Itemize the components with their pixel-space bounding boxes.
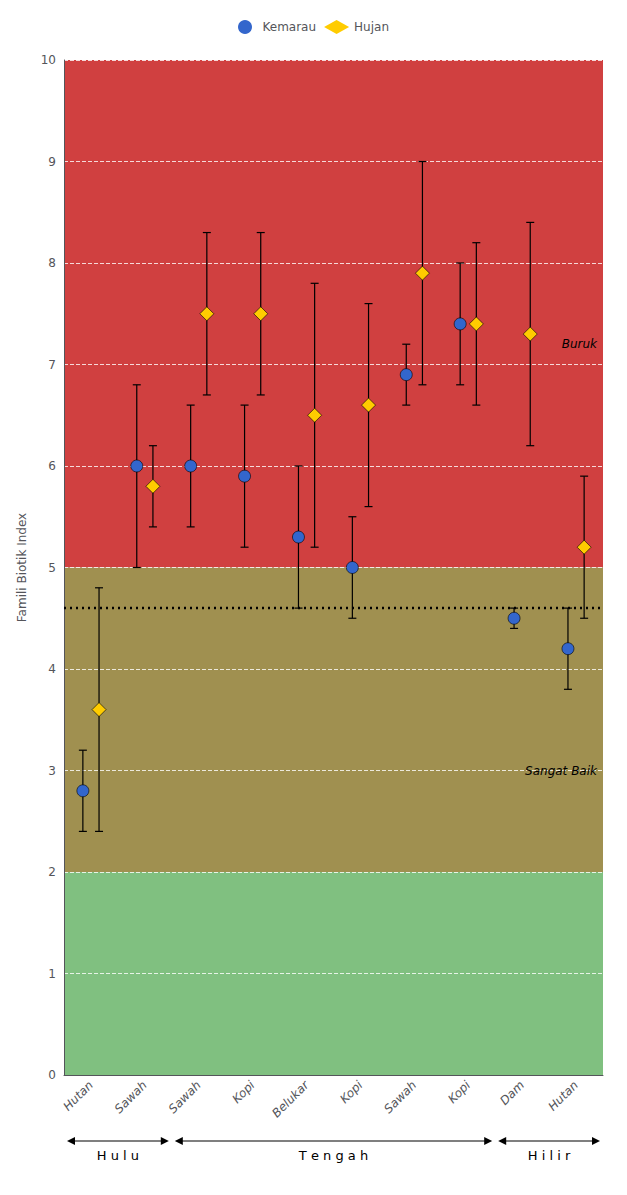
svg-text:Kopi: Kopi	[337, 1078, 366, 1107]
svg-text:3: 3	[48, 764, 56, 778]
svg-text:Sawah: Sawah	[381, 1078, 419, 1116]
svg-text:10: 10	[41, 53, 56, 67]
svg-text:Sawah: Sawah	[166, 1078, 204, 1116]
svg-text:Buruk: Buruk	[562, 337, 598, 351]
svg-text:0: 0	[48, 1068, 56, 1082]
svg-text:2: 2	[48, 865, 56, 879]
svg-text:Hutan: Hutan	[60, 1078, 96, 1114]
svg-text:Famili Biotik Index: Famili Biotik Index	[15, 513, 29, 622]
svg-text:Kopi: Kopi	[230, 1078, 259, 1107]
svg-text:5: 5	[48, 561, 56, 575]
svg-text:Kopi: Kopi	[445, 1078, 474, 1107]
svg-text:8: 8	[48, 256, 56, 270]
svg-text:7: 7	[48, 358, 56, 372]
svg-text:Sangat Baik: Sangat Baik	[525, 764, 598, 778]
svg-text:Hujan: Hujan	[354, 20, 389, 34]
svg-text:Belukar: Belukar	[269, 1077, 312, 1120]
svg-text:Kemarau: Kemarau	[262, 20, 316, 34]
svg-text:9: 9	[48, 155, 56, 169]
svg-text:Hutan: Hutan	[545, 1078, 581, 1114]
svg-text:H i l i r: H i l i r	[528, 1148, 571, 1163]
svg-text:Sawah: Sawah	[112, 1078, 150, 1116]
svg-text:6: 6	[48, 459, 56, 473]
svg-text:Dam: Dam	[497, 1078, 527, 1108]
svg-text:1: 1	[48, 967, 56, 981]
svg-text:T e n g a h: T e n g a h	[298, 1148, 368, 1163]
svg-text:4: 4	[48, 662, 56, 676]
svg-text:H u l u: H u l u	[97, 1148, 139, 1163]
